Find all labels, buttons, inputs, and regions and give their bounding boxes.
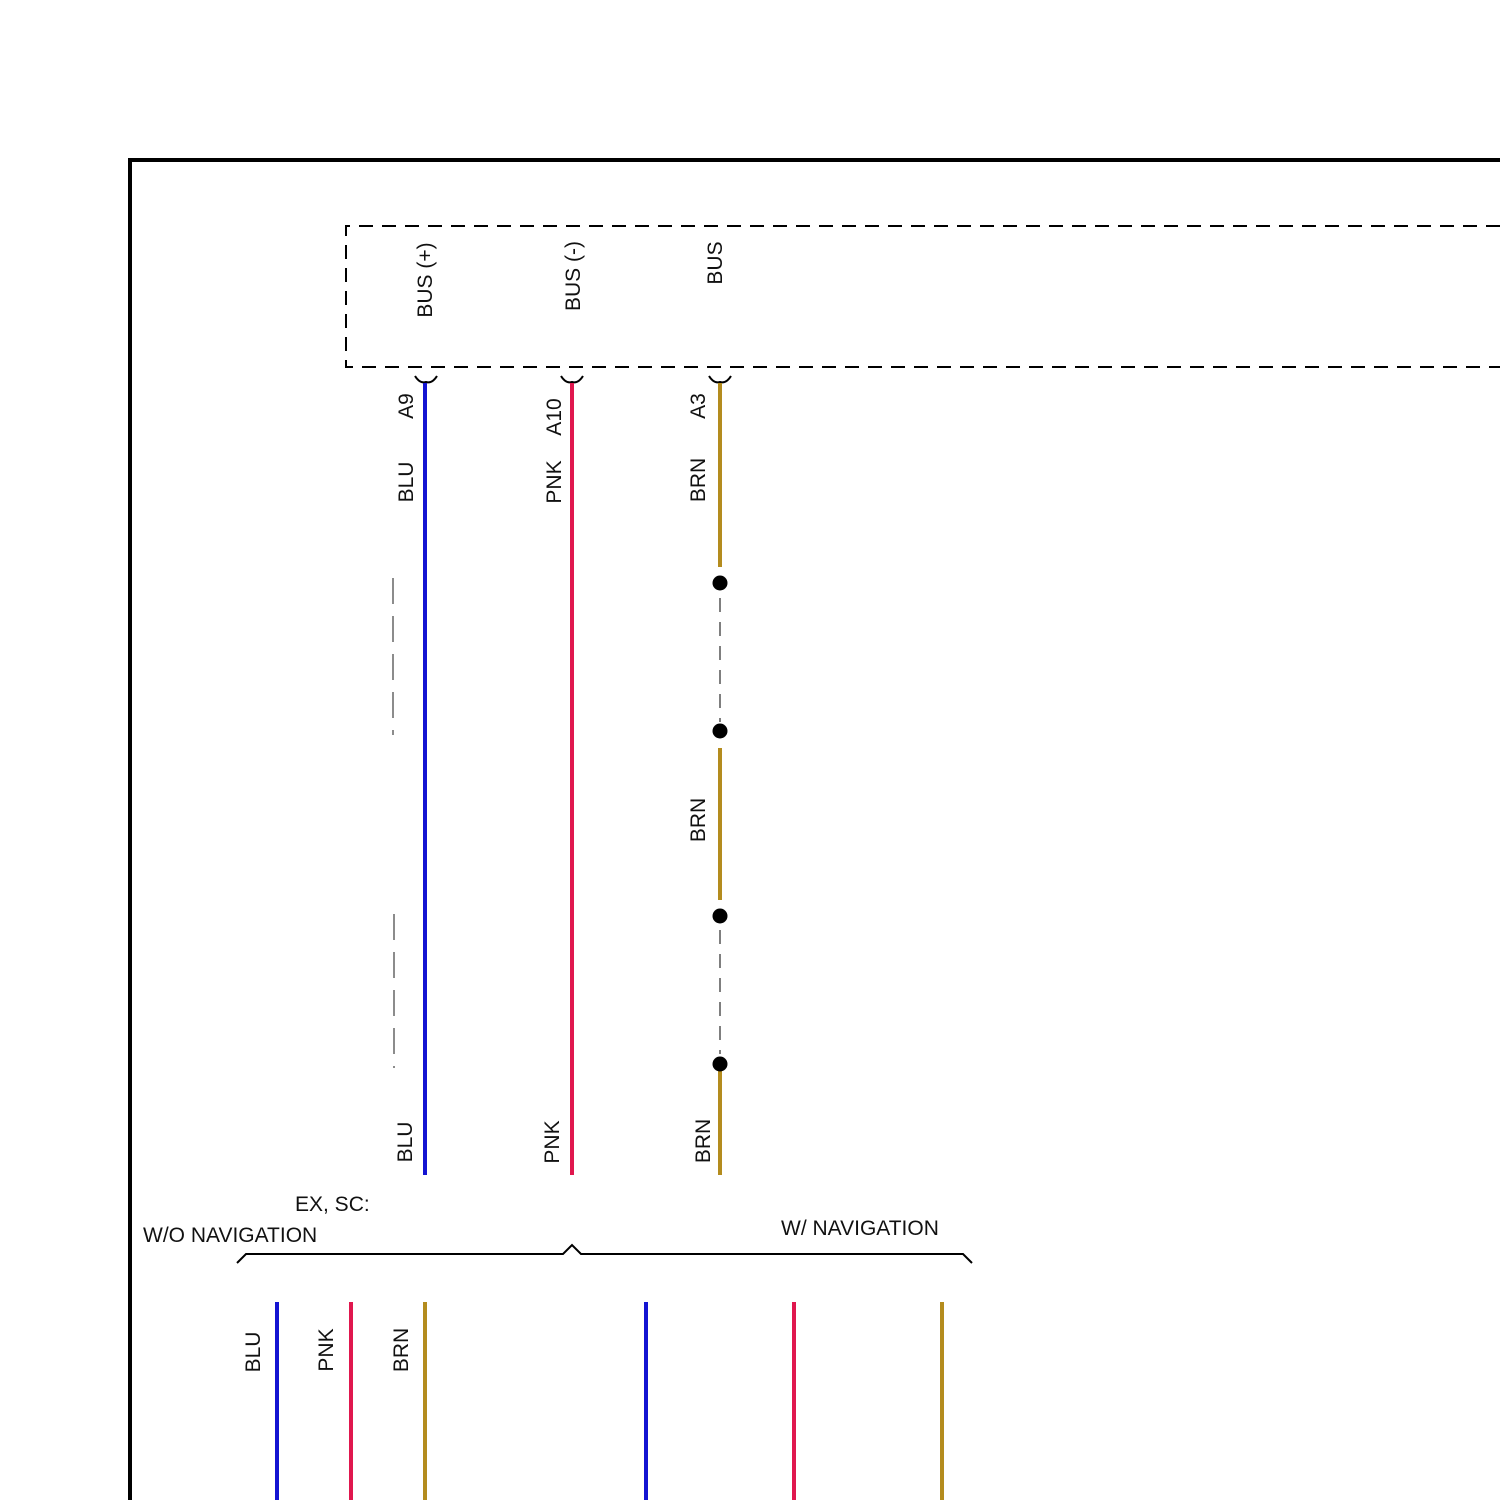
terminal-label-a3: A3 bbox=[687, 393, 710, 419]
wire-color-label-blu-bottom: BLU bbox=[394, 1122, 417, 1163]
splice-dot bbox=[712, 908, 728, 924]
connector-symbol-a10 bbox=[560, 375, 584, 384]
splice-dot bbox=[712, 575, 728, 591]
connector-symbol-a9 bbox=[414, 375, 438, 384]
wire-color-label-blu-without-navigation: BLU bbox=[242, 1332, 265, 1373]
connector-symbol-a3 bbox=[708, 375, 732, 384]
diagram-frame bbox=[128, 158, 1500, 1500]
wire-color-label-pnk-without-navigation: PNK bbox=[315, 1328, 338, 1371]
branch-label-without-navigation: W/O NAVIGATION bbox=[143, 1224, 317, 1247]
wire-color-label-brn-top: BRN bbox=[687, 458, 710, 502]
branch-label-with-navigation: W/ NAVIGATION bbox=[781, 1217, 939, 1240]
module-dashed-outline bbox=[345, 225, 1500, 368]
pin-label-bus: BUS bbox=[704, 241, 727, 284]
wire-color-label-brn-without-navigation: BRN bbox=[390, 1328, 413, 1372]
terminal-label-a9: A9 bbox=[395, 393, 418, 419]
wire-color-label-brn-middle: BRN bbox=[687, 798, 710, 842]
wire-color-label-brn-bottom: BRN bbox=[692, 1119, 715, 1163]
wire-color-label-pnk-bottom: PNK bbox=[541, 1120, 564, 1163]
pin-label-bus-plus: BUS (+) bbox=[414, 242, 437, 317]
splice-dot bbox=[712, 723, 728, 739]
wire-color-label-pnk-top: PNK bbox=[543, 460, 566, 503]
wire-color-label-blu-top: BLU bbox=[395, 462, 418, 503]
pin-label-bus-minus: BUS (-) bbox=[562, 241, 585, 311]
branch-brace bbox=[236, 1243, 973, 1264]
terminal-label-a10: A10 bbox=[543, 398, 566, 435]
branch-condition-header: EX, SC: bbox=[295, 1193, 370, 1216]
splice-dot bbox=[712, 1056, 728, 1072]
